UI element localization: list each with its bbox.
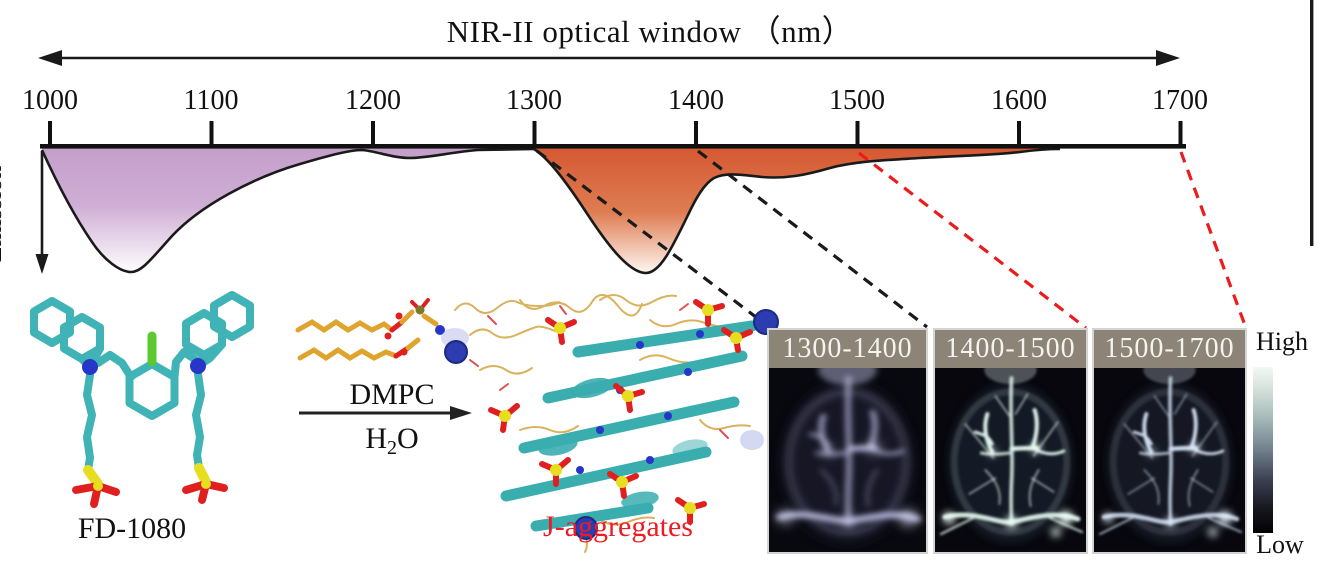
y-axis-label: Emission (0, 165, 7, 263)
emission-curve-purple (42, 146, 534, 272)
tick-1700: 1700 (1152, 85, 1208, 116)
figure-title: NIR-II optical window （nm） (446, 14, 854, 49)
colorbar-low-label: Low (1256, 530, 1304, 559)
tick-1500: 1500 (829, 85, 885, 116)
reactant-label: FD-1080 (77, 512, 187, 545)
panel-header: 1400-1500 (935, 330, 1086, 368)
nir-image-panel-1400-1500: 1400-1500 (933, 328, 1088, 554)
emission-curve-orange (534, 146, 1060, 273)
solvent-sub: 2 (387, 437, 397, 459)
colorbar-high-label: High (1256, 327, 1308, 356)
reaction-reagent-label: DMPC (349, 378, 435, 411)
panel-label: 1300-1400 (782, 333, 913, 364)
panel-label: 1500-1700 (1104, 333, 1235, 364)
tick-1200: 1200 (345, 85, 401, 116)
callout-dashed-lines (536, 149, 1248, 330)
tick-1300: 1300 (506, 85, 562, 116)
panel-header: 1300-1400 (769, 330, 926, 368)
tick-1600: 1600 (991, 85, 1047, 116)
emission-curve-orange-outline (533, 147, 1061, 275)
j-aggregate-structure (441, 294, 779, 553)
dmpc-molecule (295, 298, 445, 362)
brain-vasculature-image (935, 368, 1086, 550)
wavelength-axis (40, 121, 1186, 149)
panel-header: 1500-1700 (1094, 330, 1245, 368)
figure-border-fragment (1310, 0, 1314, 246)
reaction-arrow-icon (299, 406, 472, 420)
panel-label: 1400-1500 (945, 333, 1076, 364)
nir-image-panel-1500-1700: 1500-1700 (1092, 328, 1247, 554)
product-label: J-aggregates (543, 510, 693, 543)
emission-axis-arrow-icon (35, 151, 49, 274)
brain-vasculature-image (1094, 368, 1245, 550)
reaction-solvent-label: H2O (322, 422, 462, 460)
brain-vasculature-image (769, 368, 926, 550)
fd1080-molecule (30, 291, 254, 508)
intensity-colorbar (1253, 367, 1273, 533)
nir-image-panel-1300-1400: 1300-1400 (767, 328, 928, 554)
tick-1400: 1400 (668, 85, 724, 116)
solvent-o: O (397, 422, 419, 455)
solvent-h: H (365, 422, 387, 455)
emission-curve-purple-outline (40, 147, 535, 274)
tick-1100: 1100 (183, 85, 239, 116)
tick-1000: 1000 (22, 85, 78, 116)
double-arrow-icon (38, 50, 1180, 66)
